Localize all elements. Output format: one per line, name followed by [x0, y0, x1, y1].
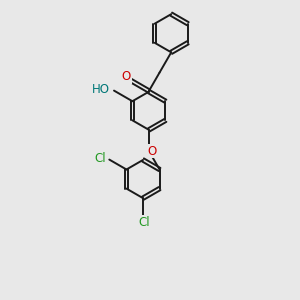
Text: Cl: Cl — [139, 216, 150, 229]
Text: HO: HO — [92, 83, 110, 96]
Text: Cl: Cl — [94, 152, 106, 165]
Text: O: O — [147, 145, 156, 158]
Text: O: O — [122, 70, 131, 83]
